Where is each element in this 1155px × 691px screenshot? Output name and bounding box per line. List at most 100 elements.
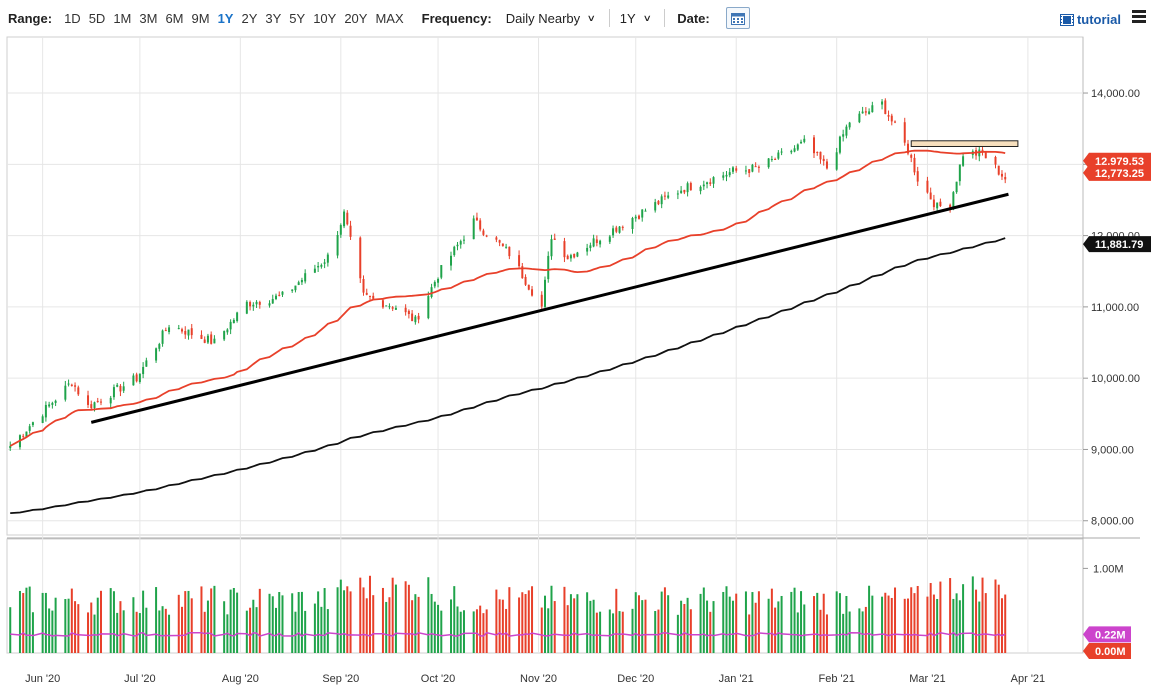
volume-bar bbox=[18, 590, 21, 653]
candle-body bbox=[236, 312, 239, 322]
candle-body bbox=[706, 182, 709, 185]
candle-body bbox=[660, 196, 663, 205]
volume-bar bbox=[394, 584, 397, 653]
volume-bar bbox=[735, 593, 738, 653]
range-button-1m[interactable]: 1M bbox=[113, 10, 132, 26]
candle-body bbox=[411, 313, 414, 322]
volume-bar bbox=[984, 593, 987, 653]
candle-body bbox=[304, 273, 307, 282]
range-button-9m[interactable]: 9M bbox=[191, 10, 210, 26]
candle bbox=[99, 398, 102, 406]
candle bbox=[547, 251, 550, 283]
candle-body bbox=[210, 334, 213, 344]
volume-bar bbox=[407, 584, 410, 653]
candle-body bbox=[518, 255, 521, 267]
x-tick-label: Oct '20 bbox=[421, 673, 456, 685]
range-button-10y[interactable]: 10Y bbox=[313, 10, 337, 26]
candle bbox=[864, 107, 867, 116]
candle-body bbox=[903, 122, 906, 143]
volume-zero-tag-bg bbox=[1083, 643, 1131, 659]
candle bbox=[9, 441, 12, 451]
candle bbox=[637, 214, 640, 220]
candle-body bbox=[592, 238, 595, 247]
volume-bar bbox=[770, 588, 773, 653]
range-button-max[interactable]: MAX bbox=[375, 10, 404, 26]
candle bbox=[177, 324, 180, 330]
volume-bar bbox=[313, 603, 316, 653]
range-button-1y[interactable]: 1Y bbox=[217, 10, 234, 26]
volume-bar bbox=[294, 611, 297, 653]
candle bbox=[531, 286, 534, 297]
candle-body bbox=[686, 183, 689, 193]
range-button-5d[interactable]: 5D bbox=[88, 10, 106, 26]
range-button-6m[interactable]: 6M bbox=[165, 10, 184, 26]
volume-bar bbox=[777, 601, 780, 653]
candle-body bbox=[780, 151, 783, 153]
candle-body bbox=[232, 319, 235, 324]
candle bbox=[540, 291, 543, 311]
candle-body bbox=[317, 265, 320, 268]
volume-bar bbox=[184, 591, 187, 653]
calendar-button[interactable] bbox=[725, 7, 750, 29]
candle bbox=[414, 314, 417, 325]
y-tick-label: 11,000.00 bbox=[1091, 302, 1139, 314]
candle bbox=[96, 397, 99, 403]
volume-bar bbox=[816, 592, 819, 653]
candle-body bbox=[9, 445, 12, 449]
volume-bar bbox=[955, 593, 958, 653]
volume-bar bbox=[44, 592, 47, 653]
volume-bar bbox=[116, 612, 119, 653]
volume-bar bbox=[427, 577, 430, 653]
candle bbox=[780, 148, 783, 156]
volume-bar bbox=[566, 605, 569, 653]
range-button-3y[interactable]: 3Y bbox=[265, 10, 282, 26]
candle bbox=[394, 305, 397, 310]
candle bbox=[641, 209, 644, 222]
volume-bar bbox=[48, 608, 51, 653]
candle-body bbox=[427, 296, 430, 319]
candle-body bbox=[485, 235, 488, 237]
candle bbox=[634, 214, 637, 222]
volume-bar bbox=[527, 590, 530, 653]
candle bbox=[427, 291, 430, 320]
candle bbox=[706, 181, 709, 189]
candle bbox=[932, 194, 935, 211]
y-tick-label: 8,000.00 bbox=[1091, 516, 1134, 528]
range-button-2y[interactable]: 2Y bbox=[241, 10, 258, 26]
candle-body bbox=[868, 111, 871, 114]
candle-body bbox=[644, 210, 647, 212]
candle bbox=[74, 382, 77, 392]
volume-bar bbox=[346, 586, 349, 653]
moving-average-short-line bbox=[9, 149, 1006, 447]
candle bbox=[838, 135, 841, 155]
volume-bar bbox=[70, 588, 73, 653]
candle-body bbox=[294, 285, 297, 291]
candle-body bbox=[563, 241, 566, 258]
volume-bar bbox=[916, 585, 919, 653]
candle-body bbox=[346, 212, 349, 225]
range-button-1d[interactable]: 1D bbox=[64, 10, 81, 26]
range-button-3m[interactable]: 3M bbox=[139, 10, 158, 26]
candle-body bbox=[168, 327, 171, 333]
candle-body bbox=[450, 255, 453, 266]
candle-body bbox=[608, 236, 611, 242]
candle bbox=[576, 251, 579, 258]
y-tick-label: 9,000.00 bbox=[1091, 444, 1134, 456]
candle-body bbox=[796, 144, 799, 150]
candle-body bbox=[495, 237, 498, 240]
hamburger-menu-icon[interactable] bbox=[1132, 10, 1146, 25]
volume-bar bbox=[949, 578, 952, 653]
tutorial-link[interactable]: tutorial bbox=[1059, 12, 1121, 27]
volume-bar bbox=[236, 592, 239, 653]
candle-body bbox=[573, 253, 576, 258]
candle-body bbox=[74, 385, 77, 387]
candle-body bbox=[845, 126, 848, 136]
candle-body bbox=[962, 156, 965, 166]
period-select[interactable]: 1Y ∨ bbox=[620, 11, 652, 26]
candle-body bbox=[90, 404, 93, 409]
range-button-20y[interactable]: 20Y bbox=[344, 10, 368, 26]
candle bbox=[453, 245, 456, 257]
candle bbox=[725, 171, 728, 182]
frequency-select[interactable]: Daily Nearby ∨ bbox=[506, 11, 596, 26]
range-button-5y[interactable]: 5Y bbox=[289, 10, 306, 26]
